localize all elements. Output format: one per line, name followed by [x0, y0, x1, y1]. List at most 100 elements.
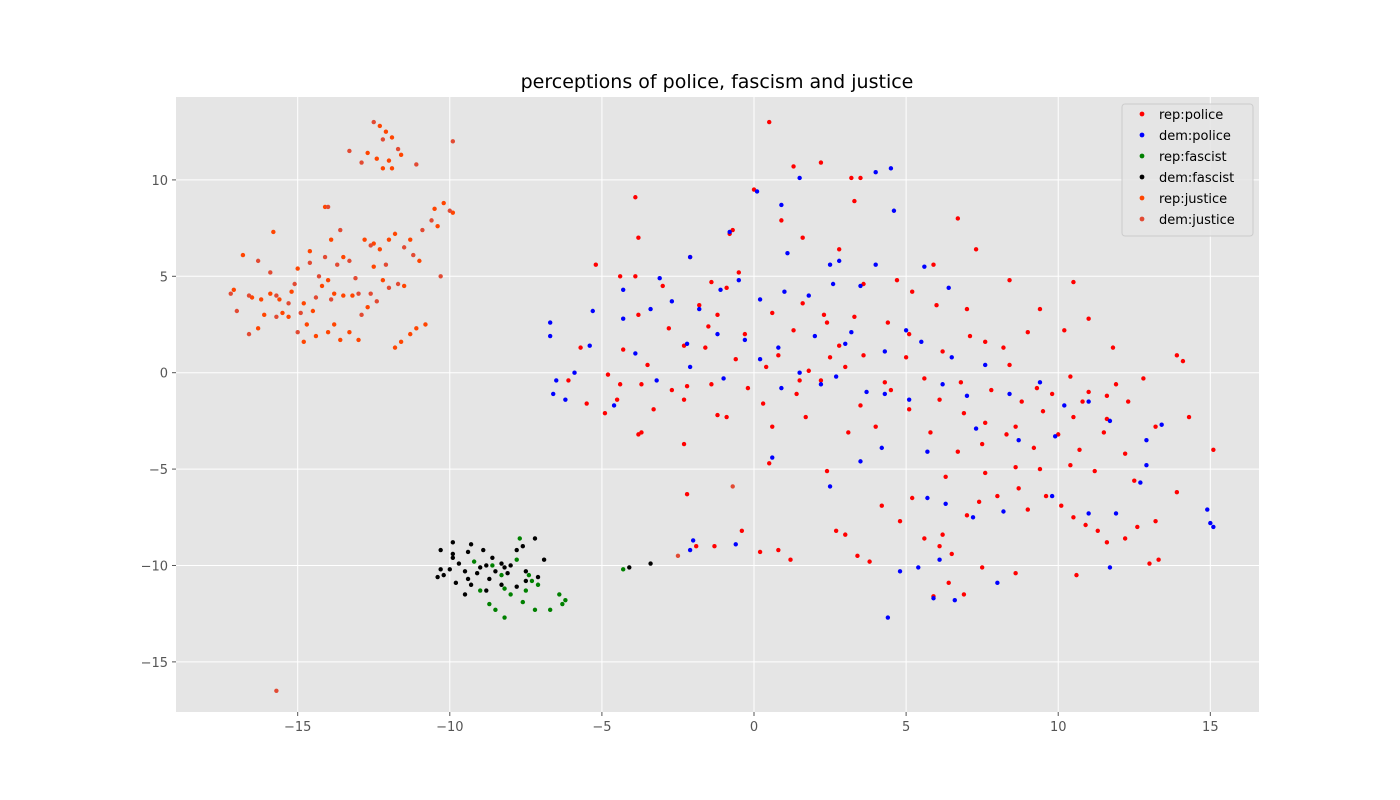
- data-point: [331, 322, 337, 327]
- data-point: [1071, 515, 1076, 520]
- data-point: [690, 538, 696, 543]
- data-point: [882, 349, 888, 354]
- legend-marker: [1139, 132, 1145, 138]
- data-point: [1001, 509, 1006, 514]
- data-point: [824, 320, 830, 325]
- data-point: [882, 391, 888, 397]
- data-point: [995, 493, 1000, 499]
- data-point: [514, 547, 519, 553]
- data-point: [547, 320, 553, 325]
- data-point: [274, 688, 279, 693]
- data-point: [411, 252, 416, 258]
- data-point: [526, 572, 532, 578]
- data-point: [602, 410, 608, 416]
- data-point: [636, 312, 641, 318]
- data-point: [791, 328, 796, 333]
- data-point: [514, 557, 519, 562]
- data-point: [824, 468, 830, 474]
- data-point: [1019, 399, 1024, 404]
- data-point: [313, 333, 319, 339]
- data-point: [867, 559, 872, 564]
- data-point: [1107, 418, 1113, 424]
- data-point: [739, 528, 745, 533]
- data-point: [508, 592, 513, 597]
- data-point: [593, 262, 599, 267]
- data-point: [462, 569, 468, 574]
- data-point: [1083, 522, 1088, 528]
- data-point: [620, 316, 626, 321]
- data-point: [706, 324, 711, 329]
- data-point: [398, 339, 404, 345]
- data-point: [392, 231, 398, 237]
- data-point: [478, 565, 483, 570]
- data-point: [949, 551, 954, 557]
- data-point: [246, 331, 252, 337]
- data-point: [386, 237, 392, 242]
- data-point: [964, 393, 970, 399]
- data-point: [794, 391, 799, 397]
- data-point: [474, 570, 480, 576]
- legend-label: dem:fascist: [1159, 171, 1234, 186]
- data-point: [383, 262, 389, 267]
- data-point: [523, 578, 529, 584]
- data-point: [925, 495, 930, 501]
- data-point: [1037, 380, 1043, 385]
- data-point: [274, 314, 279, 319]
- y-tick-label: 10: [151, 174, 168, 189]
- data-point: [307, 260, 313, 265]
- x-tick-label: 0: [750, 720, 758, 735]
- data-point: [843, 364, 848, 370]
- data-point: [684, 491, 690, 497]
- data-point: [1031, 445, 1037, 451]
- data-point: [843, 532, 848, 537]
- data-point: [873, 424, 878, 429]
- data-point: [827, 484, 833, 489]
- data-point: [508, 563, 513, 568]
- data-point: [983, 362, 988, 368]
- data-point: [724, 285, 729, 291]
- data-point: [940, 349, 945, 354]
- data-point: [757, 297, 763, 302]
- data-point: [937, 397, 942, 402]
- data-point: [645, 362, 650, 368]
- legend-item: dem:justice: [1139, 213, 1235, 228]
- data-point: [1113, 511, 1119, 516]
- x-tick-label: −5: [592, 720, 611, 735]
- data-point: [1016, 437, 1021, 443]
- data-point: [779, 202, 784, 208]
- data-point: [745, 385, 751, 391]
- data-point: [979, 565, 985, 570]
- data-point: [812, 333, 818, 339]
- plot-area: [176, 97, 1259, 712]
- data-point: [319, 283, 325, 289]
- data-point: [316, 274, 322, 279]
- data-point: [468, 582, 474, 587]
- data-point: [937, 544, 942, 549]
- data-point: [1186, 414, 1192, 420]
- data-point: [493, 607, 498, 613]
- data-point: [967, 333, 973, 339]
- data-point: [687, 254, 693, 260]
- data-point: [374, 156, 379, 161]
- y-axis: −15 −10 −5 0 5 10: [141, 174, 176, 671]
- data-point: [374, 299, 379, 304]
- data-point: [885, 615, 891, 620]
- data-point: [1062, 403, 1067, 408]
- data-point: [1101, 430, 1107, 435]
- data-point: [465, 549, 471, 555]
- data-point: [325, 277, 331, 283]
- data-point: [1153, 424, 1158, 429]
- data-point: [435, 574, 440, 580]
- data-point: [514, 584, 519, 589]
- data-point: [535, 574, 541, 580]
- data-point: [648, 561, 653, 566]
- data-point: [627, 565, 632, 570]
- data-point: [255, 258, 261, 264]
- data-point: [770, 455, 775, 460]
- data-point: [833, 528, 839, 533]
- data-point: [909, 289, 915, 294]
- data-point: [888, 387, 894, 393]
- data-point: [484, 563, 489, 568]
- data-point: [1049, 391, 1055, 397]
